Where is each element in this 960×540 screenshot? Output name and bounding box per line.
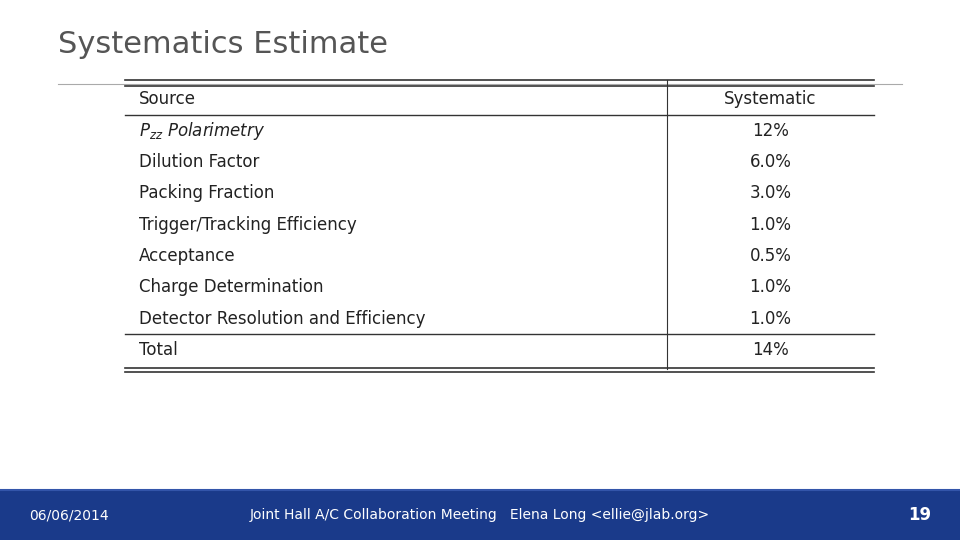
Text: 19: 19 <box>908 506 931 524</box>
Text: $P_{zz}$ Polarimetry: $P_{zz}$ Polarimetry <box>139 120 266 141</box>
Text: 12%: 12% <box>752 122 789 140</box>
Text: Trigger/Tracking Efficiency: Trigger/Tracking Efficiency <box>139 215 357 234</box>
Text: Systematic: Systematic <box>724 90 817 109</box>
Text: 0.5%: 0.5% <box>750 247 791 265</box>
Text: 1.0%: 1.0% <box>750 309 791 328</box>
Text: 1.0%: 1.0% <box>750 215 791 234</box>
Bar <box>0 490 960 540</box>
Text: Source: Source <box>139 90 196 109</box>
Text: Joint Hall A/C Collaboration Meeting   Elena Long <ellie@jlab.org>: Joint Hall A/C Collaboration Meeting Ele… <box>250 508 710 522</box>
Text: 6.0%: 6.0% <box>750 153 791 171</box>
Text: Systematics Estimate: Systematics Estimate <box>58 30 388 59</box>
Text: Detector Resolution and Efficiency: Detector Resolution and Efficiency <box>139 309 425 328</box>
Text: 1.0%: 1.0% <box>750 278 791 296</box>
Text: Total: Total <box>139 341 178 359</box>
Text: 3.0%: 3.0% <box>750 184 791 202</box>
Text: Packing Fraction: Packing Fraction <box>139 184 275 202</box>
Text: Charge Determination: Charge Determination <box>139 278 324 296</box>
Text: 06/06/2014: 06/06/2014 <box>29 508 108 522</box>
Text: 14%: 14% <box>752 341 789 359</box>
Text: Acceptance: Acceptance <box>139 247 236 265</box>
Text: Dilution Factor: Dilution Factor <box>139 153 259 171</box>
